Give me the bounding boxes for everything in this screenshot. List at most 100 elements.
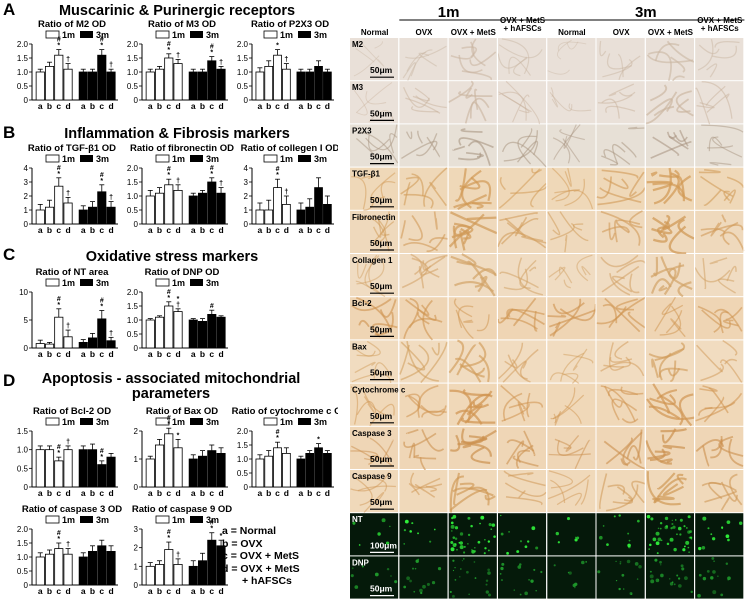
fluor-spot bbox=[474, 546, 476, 549]
column-header: OVX + MetS bbox=[500, 16, 546, 25]
fluor-spot bbox=[567, 571, 570, 574]
stain-fiber bbox=[369, 403, 395, 427]
x-tick-label: a bbox=[38, 586, 43, 596]
bar bbox=[305, 206, 315, 225]
stain-fiber bbox=[363, 492, 385, 513]
fluor-spot bbox=[468, 593, 470, 596]
stain-fiber bbox=[457, 305, 474, 329]
x-tick-label: b bbox=[47, 586, 52, 596]
legend-swatch-1m bbox=[155, 30, 170, 39]
stain-fiber bbox=[620, 386, 644, 396]
y-tick-label: 1.5 bbox=[17, 539, 29, 548]
stain-fiber bbox=[365, 124, 398, 151]
x-tick-label: a bbox=[191, 349, 196, 359]
fluor-spot bbox=[687, 546, 690, 549]
stain-fiber bbox=[354, 361, 376, 374]
fluor-spot bbox=[672, 525, 676, 529]
bar bbox=[264, 209, 274, 225]
stain-fiber bbox=[562, 138, 581, 163]
y-tick-label: 1.5 bbox=[237, 441, 249, 450]
x-tick-label: c bbox=[166, 349, 171, 359]
group-key-line: b = OVX bbox=[222, 537, 263, 550]
stain-fiber bbox=[420, 256, 446, 276]
scale-bar-label: 100μm bbox=[370, 540, 397, 550]
stain-fiber bbox=[460, 227, 472, 240]
fluor-spot bbox=[488, 523, 492, 527]
stain-fiber bbox=[676, 98, 691, 113]
significance-mark: † bbox=[66, 190, 70, 197]
fluor-spot bbox=[454, 578, 457, 581]
x-tick-label: d bbox=[218, 225, 223, 235]
significance-mark: * bbox=[100, 303, 103, 310]
x-tick-label: d bbox=[325, 101, 330, 111]
micrograph-tile bbox=[596, 513, 645, 556]
x-tick-label: c bbox=[56, 586, 61, 596]
fluor-spot bbox=[467, 516, 471, 520]
tile-background bbox=[399, 38, 448, 81]
fluor-spot bbox=[687, 515, 691, 519]
stain-fiber bbox=[602, 58, 633, 78]
micrograph-tile bbox=[399, 556, 448, 599]
stain-fiber bbox=[549, 298, 582, 337]
x-tick-label: d bbox=[108, 586, 113, 596]
bar bbox=[207, 181, 217, 225]
fluor-spot bbox=[670, 526, 673, 530]
stain-fiber bbox=[703, 189, 722, 206]
stain-fiber bbox=[462, 437, 488, 449]
row-label: M2 bbox=[352, 40, 364, 49]
tile-background bbox=[645, 124, 695, 167]
stain-fiber bbox=[372, 214, 387, 245]
fluor-spot bbox=[652, 537, 657, 542]
y-tick-label: 0.5 bbox=[127, 82, 139, 91]
x-tick-label: b bbox=[307, 225, 312, 235]
micrograph-tile bbox=[448, 210, 498, 253]
x-tick-label: c bbox=[316, 225, 321, 235]
fluor-spot bbox=[461, 560, 464, 562]
stain-fiber bbox=[654, 296, 676, 332]
stain-fiber bbox=[650, 267, 677, 296]
fluor-spot bbox=[524, 591, 528, 596]
tile-background bbox=[596, 426, 645, 469]
micrograph-tile bbox=[350, 254, 399, 298]
stain-fiber bbox=[501, 217, 539, 245]
time-label-3m: 3m bbox=[635, 4, 657, 21]
fluor-spot bbox=[557, 541, 560, 544]
micrograph-tile bbox=[399, 426, 448, 471]
fluor-spot bbox=[711, 537, 716, 541]
fluor-spot bbox=[725, 562, 729, 565]
micrograph-tile bbox=[695, 81, 744, 125]
fluor-spot bbox=[677, 526, 682, 531]
bar bbox=[97, 191, 107, 225]
fluor-spot bbox=[622, 588, 625, 590]
tile-background bbox=[497, 470, 547, 513]
stain-fiber bbox=[506, 439, 535, 452]
stain-fiber bbox=[353, 476, 373, 506]
stain-fiber bbox=[454, 280, 495, 293]
y-tick-label: 2.0 bbox=[17, 525, 29, 534]
bar bbox=[87, 71, 98, 101]
stain-fiber bbox=[357, 260, 367, 279]
significance-mark: † bbox=[109, 330, 113, 337]
stain-fiber bbox=[603, 149, 631, 166]
stain-fiber bbox=[608, 222, 616, 241]
fluor-spot bbox=[716, 575, 719, 578]
stain-fiber bbox=[350, 386, 359, 425]
row-label: Collagen 1 bbox=[352, 256, 393, 265]
bar bbox=[78, 556, 88, 586]
micrograph-tile bbox=[645, 38, 695, 82]
fluor-spot bbox=[450, 524, 455, 529]
bar bbox=[173, 63, 183, 101]
stain-fiber bbox=[474, 276, 484, 288]
y-tick-label: 1.0 bbox=[17, 68, 29, 77]
fluor-spot bbox=[350, 574, 354, 578]
bar bbox=[97, 318, 107, 349]
stain-fiber bbox=[581, 265, 591, 276]
micrograph-tile bbox=[448, 383, 497, 426]
bar bbox=[314, 66, 323, 101]
bar bbox=[296, 458, 306, 488]
stain-fiber bbox=[659, 394, 684, 426]
scale-bar-label: 50μm bbox=[370, 584, 393, 594]
stain-fiber bbox=[714, 41, 740, 48]
x-tick-label: a bbox=[81, 349, 86, 359]
